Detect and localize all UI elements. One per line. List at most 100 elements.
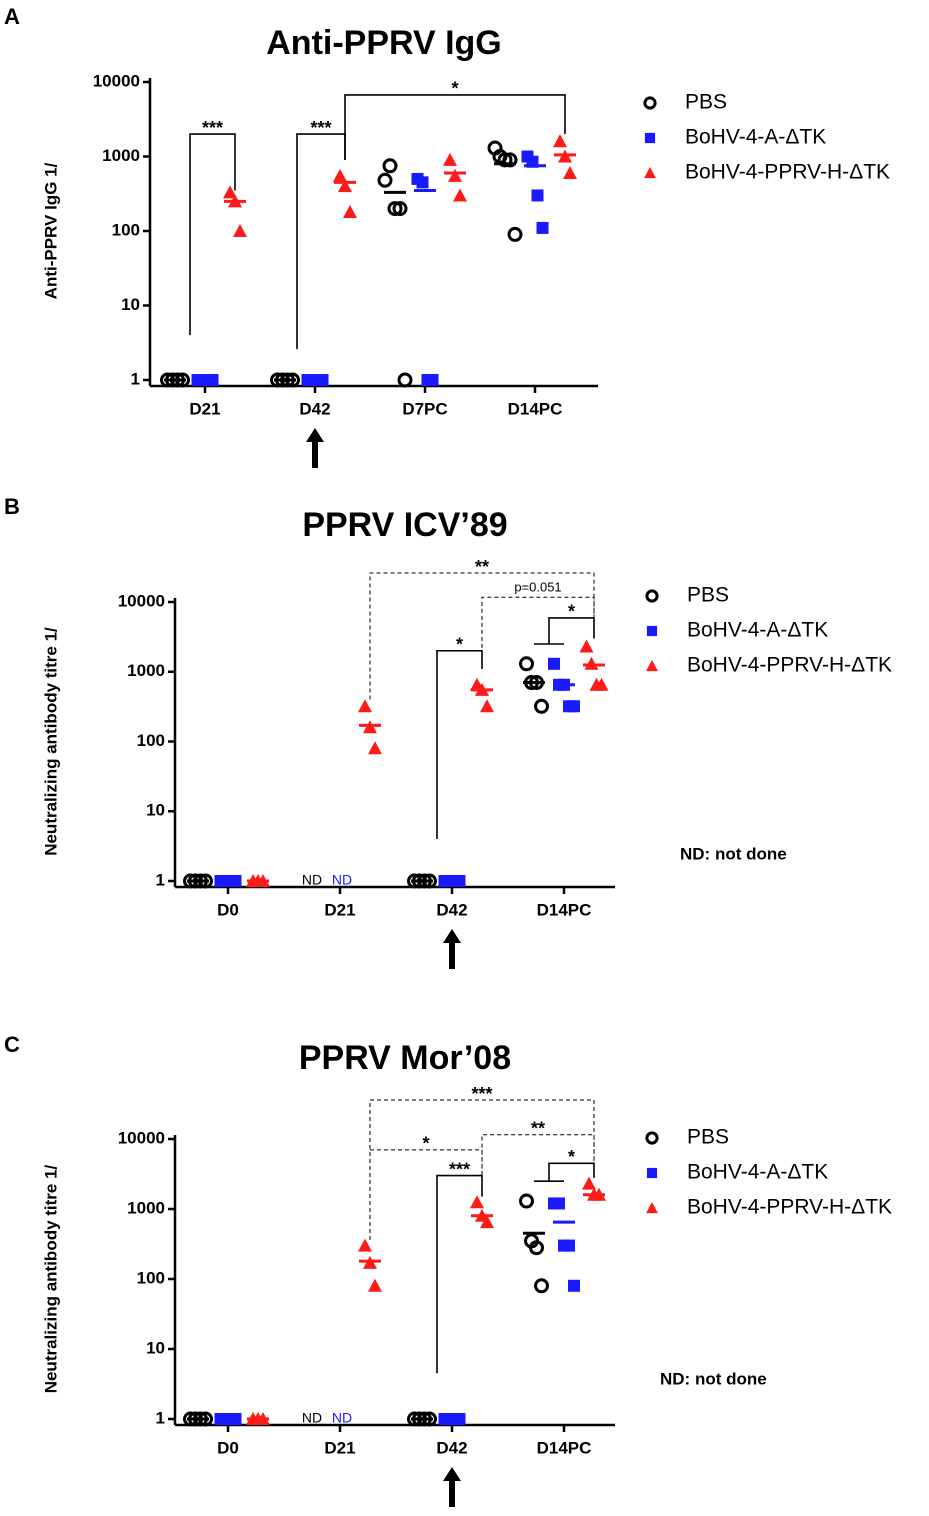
data-point <box>644 132 656 144</box>
legend-label: BoHV-4-PPRV-H-ΔTK <box>685 161 890 184</box>
y-tick-label: 100 <box>137 1268 165 1287</box>
data-point <box>579 639 594 653</box>
significance-label: * <box>456 635 463 655</box>
significance-label: *** <box>449 1159 470 1179</box>
significance-label: *** <box>310 118 331 138</box>
significance-label: * <box>568 1147 575 1167</box>
y-tick-label: 10000 <box>93 71 140 90</box>
significance-bracket <box>344 94 566 160</box>
significance-bracket <box>296 133 346 350</box>
y-tick-label: 1000 <box>102 146 140 165</box>
data-point <box>594 677 609 691</box>
y-tick-label: 10000 <box>118 1128 165 1147</box>
data-point <box>426 374 439 386</box>
y-tick-label: 100 <box>137 731 165 750</box>
significance-bracket <box>548 617 595 644</box>
significance-label: * <box>422 1134 429 1154</box>
data-point <box>582 1176 596 1190</box>
significance-bracket <box>436 1174 483 1374</box>
data-point <box>448 168 462 182</box>
x-tick-label: D21 <box>189 399 220 418</box>
legend-label: PBS <box>687 1126 729 1149</box>
x-tick-label: D0 <box>217 900 239 919</box>
nd-label: ND <box>302 872 322 888</box>
data-point <box>519 656 534 672</box>
data-point <box>646 1167 658 1179</box>
significance-bracket <box>481 1134 595 1176</box>
data-point <box>368 741 382 755</box>
data-point <box>507 226 523 242</box>
legend-label: BoHV-4-PPRV-H-ΔTK <box>687 654 892 677</box>
data-point <box>387 201 403 217</box>
note: ND: not done <box>680 844 787 863</box>
data-point <box>563 1239 575 1252</box>
arrow <box>306 428 324 468</box>
significance-bracket <box>369 1099 595 1241</box>
data-point <box>453 188 467 202</box>
data-point <box>534 1278 549 1294</box>
y-axis-label: Neutralizing antibody titre 1/ <box>41 1164 60 1393</box>
x-tick-label: D21 <box>324 1438 355 1457</box>
significance-label: ** <box>475 557 489 577</box>
y-tick-label: 1 <box>156 1408 165 1427</box>
y-tick-label: 1000 <box>127 1198 165 1217</box>
panel-letter: A <box>4 4 20 29</box>
data-point <box>646 625 658 637</box>
data-point <box>529 1240 544 1256</box>
y-axis-label: Anti-PPRV IgG 1/ <box>41 162 60 299</box>
data-point <box>358 699 372 713</box>
nd-label: ND <box>302 1410 322 1426</box>
data-point <box>397 372 413 388</box>
data-point <box>553 134 567 148</box>
data-point <box>548 657 560 670</box>
data-point <box>563 166 577 180</box>
chart-title: Anti-PPRV IgG <box>266 24 502 62</box>
data-point <box>480 1215 494 1229</box>
y-tick-label: 1 <box>156 870 165 889</box>
legend-label: BoHV-4-PPRV-H-ΔTK <box>687 1196 892 1219</box>
data-point <box>358 1238 372 1252</box>
data-point <box>519 1193 534 1209</box>
data-point <box>223 185 237 199</box>
data-point <box>343 204 357 218</box>
data-point <box>645 589 659 603</box>
chart-title: PPRV ICV’89 <box>302 506 507 544</box>
significance-label: p=0.051 <box>514 580 561 595</box>
significance-label: * <box>451 79 458 99</box>
x-tick-label: D42 <box>299 399 330 418</box>
x-tick-label: D0 <box>217 1438 239 1457</box>
arrow <box>443 1467 461 1507</box>
data-point <box>643 96 657 110</box>
significance-bracket <box>369 572 595 700</box>
data-point <box>646 660 658 672</box>
data-point <box>584 656 599 670</box>
significance-label: *** <box>202 118 223 138</box>
data-point <box>480 699 494 713</box>
data-point <box>553 1197 565 1210</box>
y-tick-label: 10000 <box>118 591 165 610</box>
data-point <box>531 189 544 202</box>
data-point <box>534 698 549 714</box>
data-point <box>644 167 656 179</box>
x-tick-label: D14PC <box>537 900 592 919</box>
data-point <box>470 1195 484 1209</box>
nd-label: ND <box>332 1410 352 1426</box>
significance-label: *** <box>471 1084 492 1104</box>
significance-bracket <box>189 133 236 336</box>
x-tick-label: D21 <box>324 900 355 919</box>
data-point <box>443 152 457 166</box>
data-point <box>392 201 408 217</box>
legend-label: PBS <box>687 584 729 607</box>
note: ND: not done <box>660 1369 767 1388</box>
y-tick-label: 1 <box>131 369 140 388</box>
x-tick-label: D42 <box>436 900 467 919</box>
data-point <box>502 152 518 168</box>
y-tick-label: 10 <box>146 801 165 820</box>
significance-bracket <box>548 1162 595 1182</box>
legend-label: BoHV-4-A-ΔTK <box>687 1161 828 1184</box>
y-tick-label: 1000 <box>127 661 165 680</box>
significance-bracket <box>481 596 595 669</box>
data-point <box>568 1279 580 1292</box>
y-axis-label: Neutralizing antibody titre 1/ <box>41 627 60 856</box>
